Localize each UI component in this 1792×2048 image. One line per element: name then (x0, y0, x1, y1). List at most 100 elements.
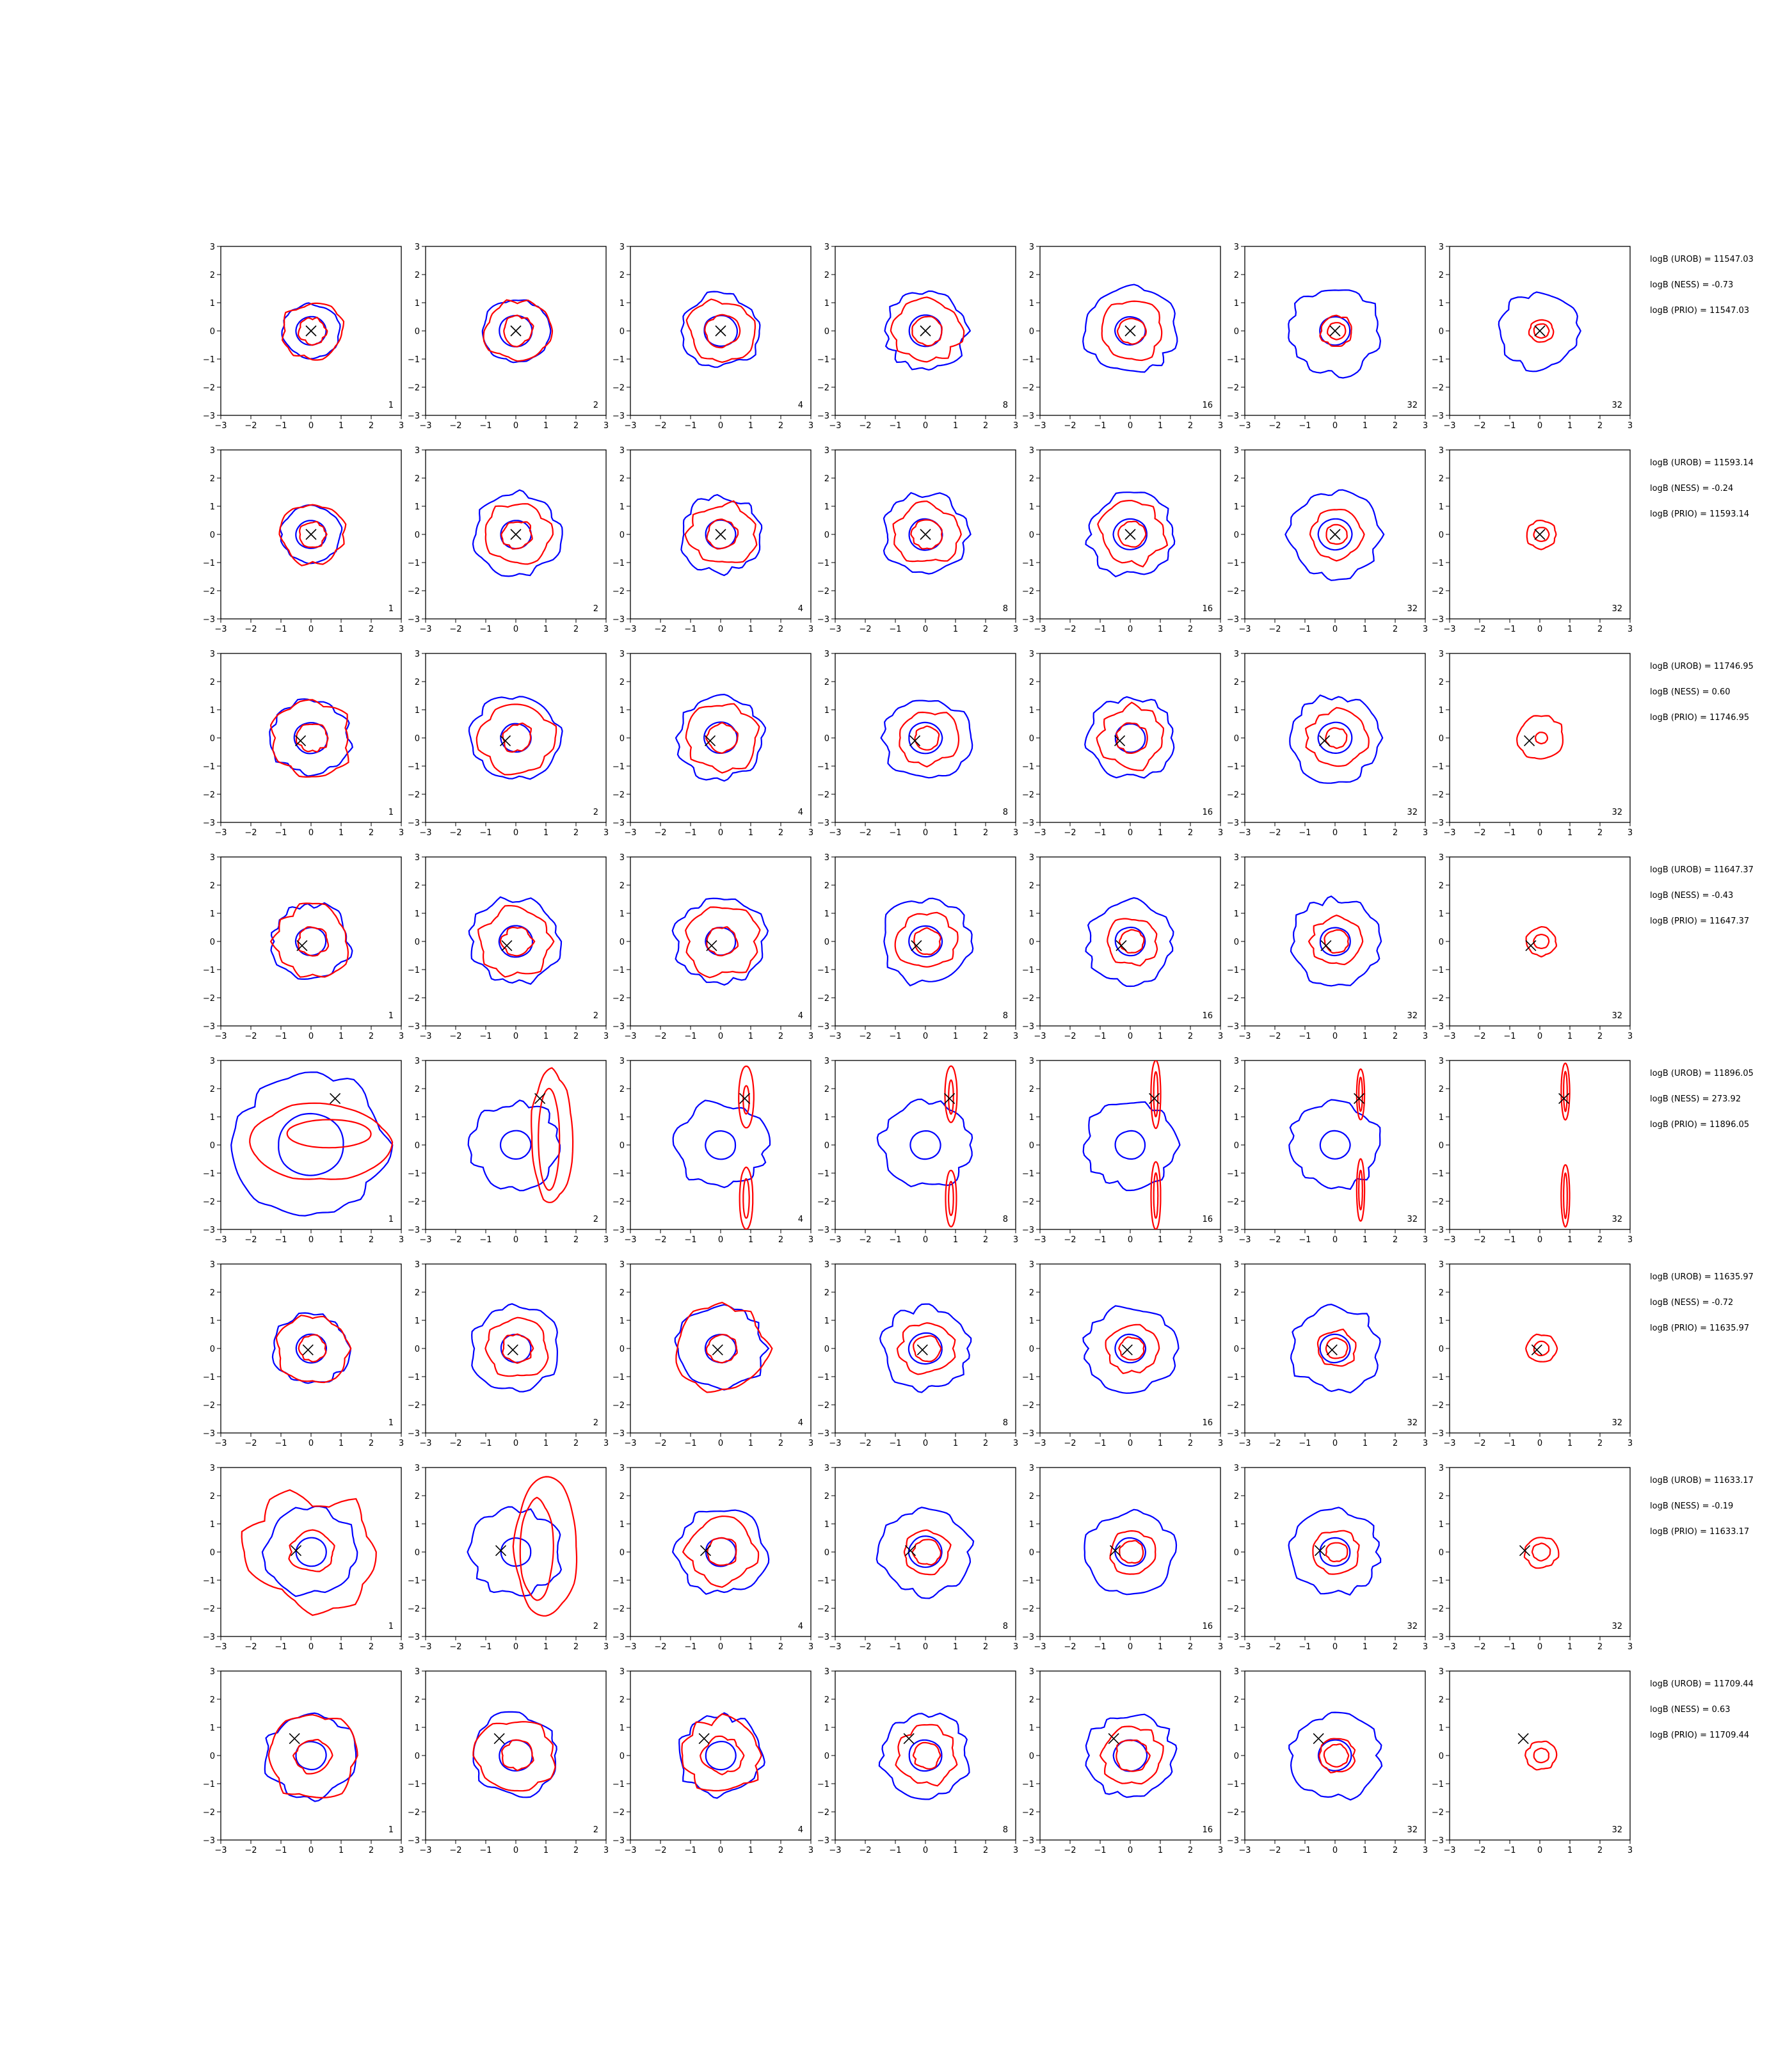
x-tick-label: 3 (604, 1439, 609, 1448)
y-tick-label: 1 (1234, 1113, 1239, 1123)
y-tick-label: 3 (1234, 1057, 1239, 1066)
y-tick-label: −1 (1432, 355, 1444, 365)
y-tick-label: 2 (210, 881, 215, 891)
contour-panel: −3 −2 −1 0 1 2 3 3 2 1 0 −1 −2 −3 4 (612, 1057, 813, 1245)
plot-area (468, 896, 563, 985)
x-tick-label: 3 (1423, 625, 1428, 634)
y-tick-label: −2 (817, 790, 829, 800)
y-tick-label: 0 (1439, 327, 1444, 337)
y-tick-label: −1 (408, 762, 420, 772)
y-tick-label: 2 (1029, 474, 1034, 484)
x-tick-label: −2 (1268, 1235, 1281, 1245)
x-tick-label: −2 (1473, 828, 1485, 838)
estimate-contour (1528, 319, 1555, 343)
panel-label: 8 (1003, 1418, 1008, 1428)
x-tick-label: 3 (808, 625, 813, 634)
x-tick-label: −3 (419, 1235, 431, 1245)
y-tick-label: 1 (210, 1724, 215, 1733)
y-tick-label: −3 (1432, 412, 1444, 421)
panel-label: 32 (1612, 1622, 1622, 1631)
y-tick-label: −1 (1432, 762, 1444, 772)
reference-contour-outer (468, 696, 563, 780)
x-tick-label: 3 (1218, 1846, 1223, 1855)
x-tick-label: −3 (624, 625, 636, 634)
y-tick-label: 0 (1029, 1345, 1034, 1354)
y-tick-label: 0 (210, 531, 215, 540)
x-tick-label: −3 (419, 1846, 431, 1855)
axes-frame (220, 1060, 402, 1230)
contour-panel: −3 −2 −1 0 1 2 3 3 2 1 0 −1 −2 −3 2 (408, 650, 609, 838)
panel-label: 1 (388, 1622, 394, 1631)
x-tick-label: 3 (399, 421, 404, 431)
x-tick-label: 2 (1393, 1235, 1398, 1245)
estimate-contour (1099, 1725, 1164, 1785)
y-tick-label: 3 (1234, 243, 1239, 252)
plot-area (472, 489, 563, 577)
estimate-contour (892, 500, 962, 563)
y-tick-label: −3 (408, 1836, 420, 1846)
x-tick-label: 3 (1628, 1439, 1633, 1448)
x-tick-label: −2 (1268, 1846, 1281, 1855)
y-tick-label: −2 (1227, 383, 1239, 393)
estimate-contour (1526, 519, 1557, 550)
x-tick-label: 3 (1013, 625, 1018, 634)
estimate-contour (512, 1476, 578, 1617)
x-tick-label: −1 (275, 1439, 287, 1448)
estimate-contour (519, 1496, 554, 1601)
axes-frame (835, 1263, 1016, 1434)
true-parameter-marker (501, 940, 513, 952)
true-parameter-marker (1314, 1545, 1326, 1556)
estimate-contour (1318, 1738, 1356, 1773)
true-parameter-marker (294, 735, 307, 746)
x-tick-label: 2 (1597, 1439, 1603, 1448)
true-parameter-marker (1329, 325, 1341, 337)
y-tick-label: −3 (408, 1633, 420, 1642)
x-tick-label: −1 (1503, 1642, 1516, 1652)
y-tick-label: −1 (203, 1169, 215, 1179)
y-tick-label: −3 (1227, 412, 1239, 421)
y-tick-label: 2 (824, 1695, 829, 1705)
true-parameter-marker (1116, 940, 1127, 952)
y-tick-label: −3 (203, 1022, 215, 1032)
y-tick-label: 1 (824, 502, 829, 512)
y-tick-label: 2 (1029, 1288, 1034, 1298)
y-tick-label: 0 (620, 1345, 625, 1354)
contour-panel: −3 −2 −1 0 1 2 3 3 2 1 0 −1 −2 −3 2 (408, 1260, 609, 1448)
x-tick-label: 2 (983, 1032, 988, 1041)
x-tick-label: −1 (684, 625, 696, 634)
y-tick-label: −1 (1227, 1373, 1239, 1382)
axes-frame (1244, 1263, 1426, 1434)
x-tick-label: −2 (1268, 828, 1281, 838)
x-tick-label: 2 (1597, 1032, 1603, 1041)
x-tick-label: 1 (339, 1846, 344, 1855)
estimate-contour (705, 1334, 738, 1364)
x-tick-label: 3 (399, 1642, 404, 1652)
y-tick-label: 1 (620, 909, 625, 919)
x-tick-label: 3 (399, 1846, 404, 1855)
reference-contour-outer (1082, 1305, 1180, 1394)
x-tick-label: −3 (1034, 421, 1046, 431)
row-statistic: logB (NESS) = -0.24 (1650, 484, 1733, 493)
y-tick-label: 2 (210, 1085, 215, 1094)
reference-contour-outer (1290, 895, 1382, 987)
y-tick-label: −1 (408, 1373, 420, 1382)
y-tick-label: −3 (612, 1836, 625, 1846)
x-tick-label: 0 (923, 421, 928, 431)
panel-label: 32 (1407, 808, 1418, 817)
estimate-contour (241, 1489, 377, 1616)
y-tick-label: 1 (620, 502, 625, 512)
true-parameter-marker (715, 529, 726, 540)
x-tick-label: −2 (449, 625, 461, 634)
y-tick-label: −2 (1432, 1401, 1444, 1411)
reference-contour-outer (1085, 1713, 1178, 1798)
x-tick-label: 0 (923, 828, 928, 838)
estimate-contour (1523, 1537, 1560, 1569)
plot-area (472, 1711, 557, 1798)
y-tick-label: 3 (210, 650, 215, 659)
x-tick-label: 2 (1188, 421, 1193, 431)
reference-contour-outer (680, 291, 761, 368)
x-tick-label: 2 (1393, 421, 1398, 431)
x-tick-label: −2 (859, 1032, 871, 1041)
